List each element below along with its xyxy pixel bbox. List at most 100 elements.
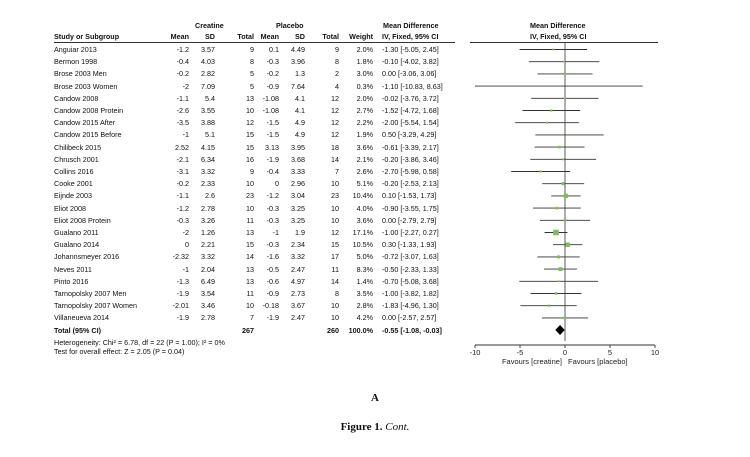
creatine-sd: 3.32	[201, 167, 215, 176]
creatine-mean: -2	[182, 81, 189, 91]
study-column-header: Study or Subgroup	[54, 32, 120, 41]
point-estimate	[563, 97, 566, 100]
point-estimate	[554, 85, 556, 87]
p-mean-header: Mean	[260, 32, 279, 41]
creatine-total: 13	[246, 264, 254, 274]
mean-difference-ci: 0.10 [-1.53, 1.73]	[382, 191, 437, 201]
placebo-sd: 2.73	[291, 289, 305, 298]
creatine-total: 5	[250, 81, 254, 91]
study-name: Chrusch 2001	[54, 154, 99, 164]
mean-difference-ci: 0.00 [-2.57, 2.57]	[382, 313, 437, 323]
point-estimate	[565, 242, 570, 247]
figure-cont: Cont.	[385, 421, 410, 433]
heterogeneity-text: Heterogeneity: Chi² = 6.78, df = 22 (P =…	[54, 338, 225, 347]
total-c-n: 267	[242, 326, 254, 335]
placebo-mean: -1.6	[266, 252, 279, 262]
study-name: Villaneueva 2014	[54, 313, 110, 323]
placebo-sd: 3.95	[291, 142, 305, 152]
study-name: Gualano 2014	[54, 240, 100, 250]
creatine-total: 15	[246, 240, 254, 250]
placebo-mean: -0.4	[266, 167, 279, 176]
mean-difference-ci: 0.00 [-3.06, 3.06]	[382, 69, 437, 79]
placebo-mean: -0.3	[266, 240, 279, 250]
placebo-total: 10	[331, 203, 339, 213]
point-estimate	[561, 182, 565, 186]
total-ci: -0.55 [-1.08, -0.03]	[382, 326, 442, 335]
placebo-sd: 7.64	[291, 81, 305, 91]
header-rule	[54, 42, 455, 43]
placebo-mean: -0.9	[266, 81, 279, 91]
creatine-sd: 2.21	[201, 240, 215, 250]
placebo-sd: 1.9	[295, 228, 305, 237]
creatine-total: 8	[250, 57, 254, 67]
c-sd-header: SD	[205, 32, 215, 41]
placebo-total: 10	[331, 313, 339, 323]
point-estimate	[539, 170, 542, 173]
creatine-sd: 2.04	[201, 264, 215, 274]
weight: 4.0%	[356, 203, 373, 213]
creatine-mean: -3.5	[176, 118, 189, 128]
creatine-total: 10	[246, 179, 254, 189]
placebo-total: 12	[331, 106, 339, 115]
placebo-sd: 4.1	[295, 93, 305, 103]
creatine-total: 13	[246, 228, 254, 237]
mean-difference-ci: -0.72 [-3.07, 1.63]	[382, 252, 439, 262]
placebo-mean: -0.6	[266, 276, 279, 286]
placebo-sd: 3.68	[291, 154, 305, 164]
placebo-sd: 3.67	[291, 301, 305, 311]
placebo-sd: 3.25	[291, 215, 305, 225]
panel-label: A	[371, 392, 379, 404]
creatine-total: 13	[246, 93, 254, 103]
creatine-total: 7	[250, 313, 254, 323]
placebo-mean: -0.2	[266, 69, 279, 79]
point-estimate	[563, 193, 569, 199]
placebo-total: 12	[331, 228, 339, 237]
placebo-sd: 4.97	[291, 276, 305, 286]
weight: 5.1%	[356, 179, 373, 189]
weight: 1.8%	[356, 57, 373, 67]
p-total-header: Total	[322, 32, 339, 41]
study-name: Johannsmeyer 2016	[54, 252, 120, 262]
placebo-mean: 0.1	[269, 45, 279, 54]
placebo-sd: 3.25	[291, 203, 305, 213]
point-estimate	[555, 206, 559, 210]
creatine-mean: 0	[185, 240, 189, 250]
creatine-mean: -1.2	[176, 203, 189, 213]
creatine-mean: -0.3	[176, 215, 189, 225]
placebo-mean: -1	[272, 228, 279, 237]
creatine-total: 11	[246, 289, 254, 298]
placebo-total: 12	[331, 130, 339, 140]
study-name: Neves 2011	[54, 264, 92, 274]
creatine-mean: -2.32	[172, 252, 189, 262]
favours-creatine-label: Favours [creatine]	[502, 357, 562, 366]
placebo-mean: -1.08	[262, 106, 279, 115]
creatine-total: 23	[246, 191, 254, 201]
weight: 2.7%	[356, 106, 373, 115]
figure-label: Figure 1.	[340, 421, 383, 433]
weight: 5.0%	[356, 252, 373, 262]
placebo-sd: 3.96	[291, 57, 305, 67]
creatine-sd: 6.34	[201, 154, 215, 164]
creatine-total: 15	[246, 130, 254, 140]
point-estimate	[557, 280, 560, 283]
creatine-sd: 3.46	[201, 301, 215, 311]
weight: 2.8%	[356, 301, 373, 311]
mean-difference-ci: -1.00 [-2.27, 0.27]	[382, 228, 439, 237]
placebo-mean: -1.5	[266, 118, 279, 128]
point-estimate	[552, 48, 555, 51]
weight: 2.1%	[356, 154, 373, 164]
creatine-total: 10	[246, 203, 254, 213]
study-name: Eliot 2008 Protein	[54, 215, 111, 225]
point-estimate	[558, 267, 563, 272]
creatine-mean: -2.01	[172, 301, 189, 311]
placebo-total: 12	[331, 93, 339, 103]
mean-difference-ci: -2.00 [-5.54, 1.54]	[382, 118, 439, 128]
point-estimate	[563, 219, 567, 222]
placebo-mean: -1.2	[266, 191, 279, 201]
mean-difference-ci: -1.10 [-10.83, 8.63]	[382, 81, 443, 91]
placebo-total: 17	[331, 252, 339, 262]
creatine-sd: 3.88	[201, 118, 215, 128]
weight: 8.3%	[356, 264, 373, 274]
study-name: Tarnopolsky 2007 Men	[54, 289, 127, 298]
point-estimate	[562, 158, 565, 161]
